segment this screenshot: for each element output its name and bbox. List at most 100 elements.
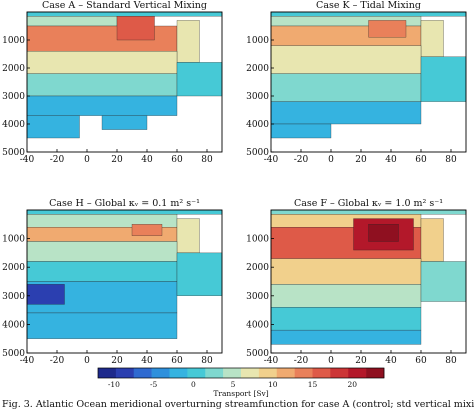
colorbar-tick-label: 0 xyxy=(191,380,196,389)
y-tick-label: 5000 xyxy=(2,349,25,359)
x-tick-label: -20 xyxy=(294,356,309,366)
x-tick-label: 80 xyxy=(201,356,213,366)
heatmap-cell xyxy=(270,258,422,285)
y-tick-label: 1000 xyxy=(2,36,25,46)
colorbar-tick-label: -5 xyxy=(150,380,158,389)
colorbar-swatch xyxy=(115,368,135,378)
x-tick-label: 60 xyxy=(415,155,427,165)
colorbar-swatch xyxy=(223,368,242,378)
colorbar-tick-label: -10 xyxy=(108,380,120,389)
colorbar-tick-label: 5 xyxy=(231,380,236,389)
x-tick-label: 20 xyxy=(355,356,367,366)
x-tick-label: -20 xyxy=(50,155,65,165)
colorbar: -10 -5 0 5 10 15 20 Transport [Sv] xyxy=(97,367,385,398)
y-tick-label: 4000 xyxy=(246,120,269,130)
colorbar-swatch xyxy=(187,368,206,378)
heatmap-cell xyxy=(270,45,422,74)
colorbar-tick-label: 10 xyxy=(268,380,278,389)
panel-title: Case H – Global κᵥ = 0.1 m² s⁻¹ xyxy=(49,198,200,209)
heatmap-cell xyxy=(270,284,422,308)
heatmap-cell xyxy=(26,284,65,305)
x-tick-label: 20 xyxy=(355,155,367,165)
heatmap-cell xyxy=(176,62,223,97)
heatmap-cell xyxy=(131,224,163,236)
x-tick-label: 60 xyxy=(415,356,427,366)
y-tick-label: 3000 xyxy=(246,92,269,102)
heatmap-cell xyxy=(26,312,178,339)
y-tick-label: 4000 xyxy=(2,120,25,130)
heatmap-cell xyxy=(116,16,155,41)
x-tick-label: 40 xyxy=(385,356,397,366)
heatmap-cell xyxy=(368,20,407,38)
x-tick-label: 60 xyxy=(171,155,183,165)
y-tick-label: 3000 xyxy=(2,292,25,302)
panel-3: Case F – Global κᵥ = 1.0 m² s⁻¹ -40 -20 0 20… xyxy=(246,198,467,366)
heatmap-cell xyxy=(420,261,467,302)
colorbar-swatch xyxy=(205,368,224,378)
colorbar-swatch xyxy=(133,368,152,378)
heatmap-cell xyxy=(420,218,444,262)
x-tick-label: -40 xyxy=(20,356,35,366)
heatmap-cell xyxy=(270,11,467,17)
heatmap-cell xyxy=(26,95,178,116)
heatmap-cell xyxy=(26,115,80,139)
x-tick-label: -20 xyxy=(50,356,65,366)
colorbar-tick-label: 20 xyxy=(347,380,357,389)
x-tick-label: 20 xyxy=(111,356,123,366)
panel-title: Case A – Standard Vertical Mixing xyxy=(42,0,207,11)
heatmap-cell xyxy=(26,51,178,74)
x-tick-label: 80 xyxy=(445,155,457,165)
heatmap-cell xyxy=(420,56,467,102)
x-tick-label: -40 xyxy=(264,356,279,366)
y-tick-label: 1000 xyxy=(246,235,269,245)
y-tick-label: 5000 xyxy=(246,349,269,359)
colorbar-swatch xyxy=(276,368,295,378)
colorbar-swatch xyxy=(366,368,385,378)
figure-caption: Fig. 3. Atlantic Ocean meridional overtu… xyxy=(2,399,474,410)
panel-frame xyxy=(26,11,223,153)
colorbar-swatch xyxy=(98,368,117,378)
x-tick-label: 80 xyxy=(445,356,457,366)
heatmap-cell xyxy=(26,16,118,27)
y-tick-label: 3000 xyxy=(246,292,269,302)
x-tick-label: 20 xyxy=(111,155,123,165)
panel-title: Case K – Tidal Mixing xyxy=(316,0,421,11)
x-tick-label: 80 xyxy=(201,155,213,165)
panel-2: Case H – Global κᵥ = 0.1 m² s⁻¹ -40 -20 0 20… xyxy=(2,198,223,366)
y-tick-label: 5000 xyxy=(246,148,269,158)
y-tick-label: 2000 xyxy=(2,263,25,273)
heatmap-cell xyxy=(26,241,178,262)
heatmap-cell xyxy=(420,20,444,57)
colorbar-swatch xyxy=(312,368,331,378)
heatmap-cell xyxy=(101,115,148,130)
colorbar-swatch xyxy=(241,368,260,378)
x-tick-label: -40 xyxy=(20,155,35,165)
heatmap-cell xyxy=(270,307,422,331)
x-tick-label: 40 xyxy=(141,155,153,165)
heatmap-cell xyxy=(270,101,422,125)
x-tick-label: 0 xyxy=(84,356,90,366)
heatmap-cell xyxy=(26,261,178,282)
colorbar-swatch xyxy=(169,368,188,378)
heatmap-cell xyxy=(270,209,467,215)
panel-frame xyxy=(270,209,467,354)
x-tick-label: 40 xyxy=(385,155,397,165)
heatmap-cell xyxy=(368,224,399,242)
y-tick-label: 2000 xyxy=(246,64,269,74)
y-tick-label: 1000 xyxy=(246,36,269,46)
x-tick-label: 60 xyxy=(171,356,183,366)
y-tick-label: 4000 xyxy=(246,320,269,330)
x-tick-label: 0 xyxy=(84,155,90,165)
heatmap-cell xyxy=(176,20,200,63)
x-tick-label: -20 xyxy=(294,155,309,165)
panel-title: Case F – Global κᵥ = 1.0 m² s⁻¹ xyxy=(294,198,443,209)
colorbar-frame xyxy=(97,367,385,379)
colorbar-label: Transport [Sv] xyxy=(213,389,268,398)
y-tick-label: 3000 xyxy=(2,92,25,102)
heatmap-cell xyxy=(176,252,223,296)
panels: Case A – Standard Vertical Mixing -40 -20 0… xyxy=(2,0,467,366)
heatmap-cell xyxy=(26,11,223,17)
heatmap-cell xyxy=(26,209,223,215)
y-tick-label: 5000 xyxy=(2,148,25,158)
